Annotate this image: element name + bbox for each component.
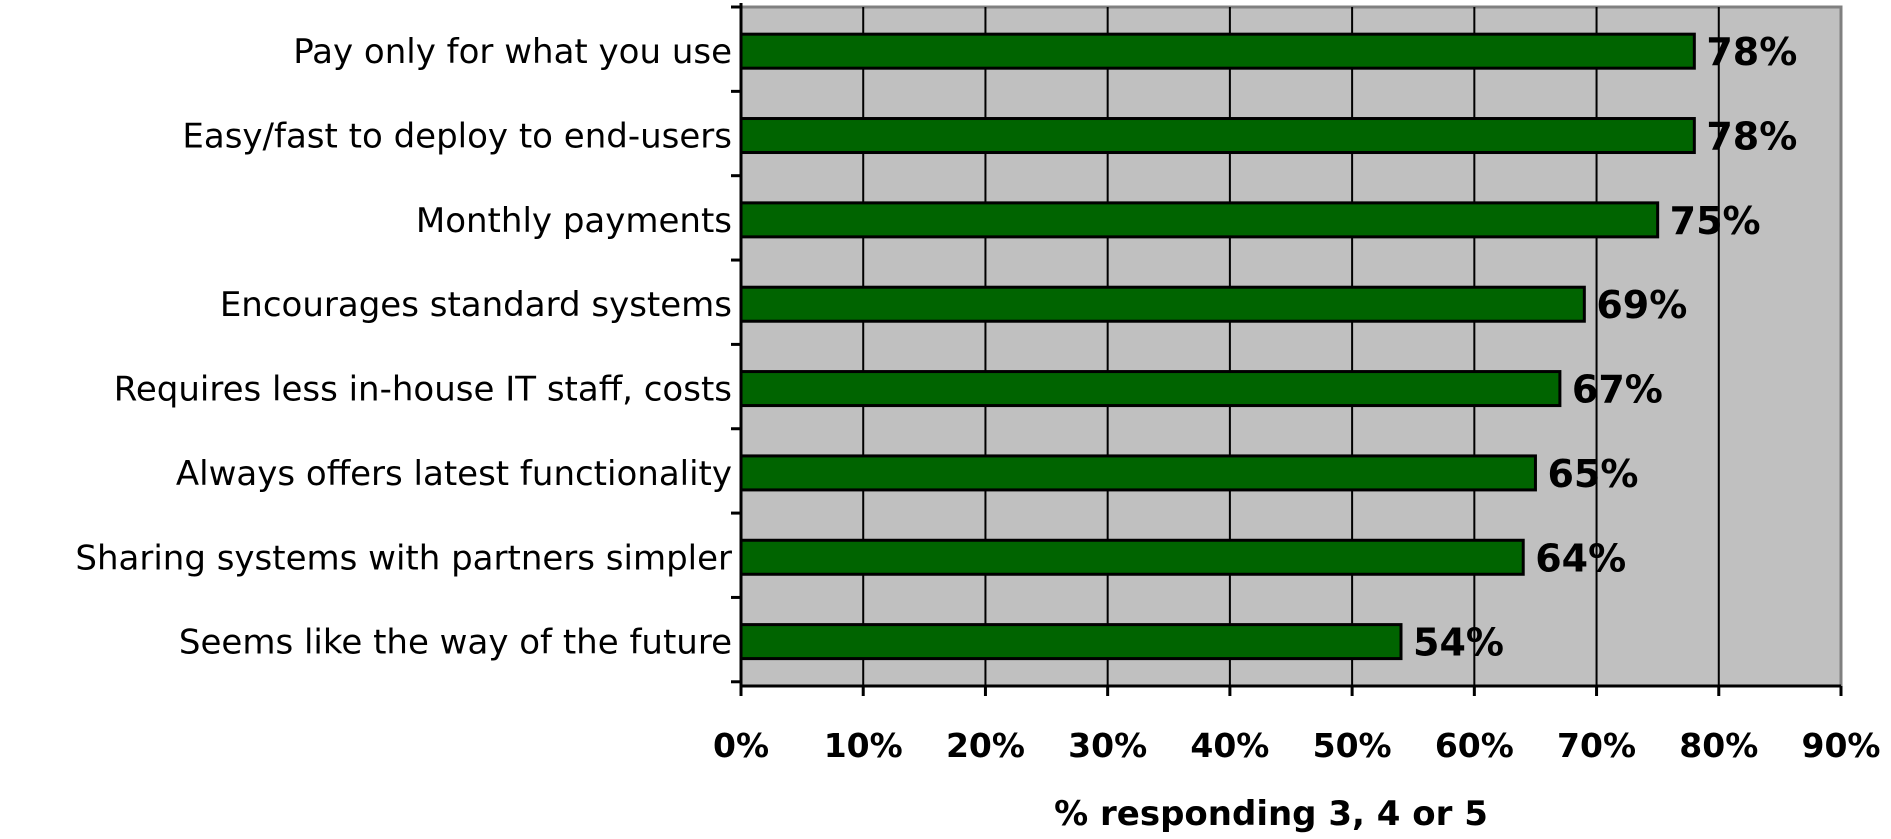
data-label-1: 78%	[1706, 30, 1797, 74]
bar-7	[739, 538, 1525, 576]
x-tick-labels: 0% 10% 20% 30% 40% 50% 60% 70% 80% 90%	[713, 726, 1881, 765]
category-label-3: Monthly payments	[416, 201, 732, 241]
category-label-2: Easy/fast to deploy to end-users	[182, 117, 732, 157]
category-label-7: Sharing systems with partners simpler	[75, 538, 732, 578]
bar-1	[739, 32, 1696, 70]
bar-8	[739, 623, 1403, 661]
data-label-7: 64%	[1535, 536, 1626, 580]
bar-4	[739, 285, 1586, 323]
x-tick-label-40: 40%	[1190, 726, 1269, 765]
data-label-4: 69%	[1596, 283, 1687, 327]
data-label-8: 54%	[1413, 621, 1504, 665]
x-tick-label-0: 0%	[713, 726, 769, 765]
category-label-8: Seems like the way of the future	[179, 623, 732, 663]
axes	[731, 3, 1843, 696]
bar-3	[739, 201, 1660, 239]
category-label-1: Pay only for what you use	[293, 32, 732, 72]
bars	[739, 32, 1696, 661]
category-label-6: Always offers latest functionality	[176, 454, 732, 494]
x-tick-label-30: 30%	[1068, 726, 1147, 765]
category-label-4: Encourages standard systems	[220, 285, 732, 325]
x-tick-label-80: 80%	[1679, 726, 1758, 765]
x-tick-label-90: 90%	[1802, 726, 1881, 765]
x-tick-label-70: 70%	[1557, 726, 1636, 765]
bar-2	[739, 117, 1696, 155]
data-label-6: 65%	[1547, 452, 1638, 496]
data-label-5: 67%	[1572, 368, 1663, 412]
data-label-2: 78%	[1706, 115, 1797, 159]
data-labels: 78% 78% 75% 69% 67% 65% 64% 54%	[1413, 30, 1797, 664]
x-tick-label-20: 20%	[946, 726, 1025, 765]
category-labels: Pay only for what you use Easy/fast to de…	[75, 32, 732, 662]
x-tick-label-10: 10%	[824, 726, 903, 765]
x-tick-label-50: 50%	[1313, 726, 1392, 765]
data-label-3: 75%	[1670, 199, 1761, 243]
x-tick-label-60: 60%	[1435, 726, 1514, 765]
x-axis-title: % responding 3, 4 or 5	[1054, 794, 1488, 834]
bar-6	[739, 454, 1537, 492]
category-label-5: Requires less in-house IT staff, costs	[114, 370, 732, 410]
bar-5	[739, 370, 1562, 408]
plot-area	[739, 5, 1843, 688]
